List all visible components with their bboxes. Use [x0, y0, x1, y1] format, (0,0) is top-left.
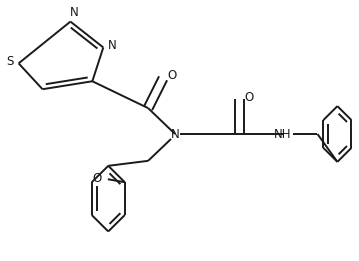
Text: O: O — [93, 172, 102, 185]
Text: S: S — [6, 55, 13, 68]
Text: N: N — [108, 39, 117, 52]
Text: NH: NH — [274, 128, 292, 141]
Text: N: N — [70, 6, 79, 19]
Text: O: O — [244, 91, 253, 104]
Text: N: N — [171, 128, 180, 141]
Text: O: O — [167, 69, 177, 82]
